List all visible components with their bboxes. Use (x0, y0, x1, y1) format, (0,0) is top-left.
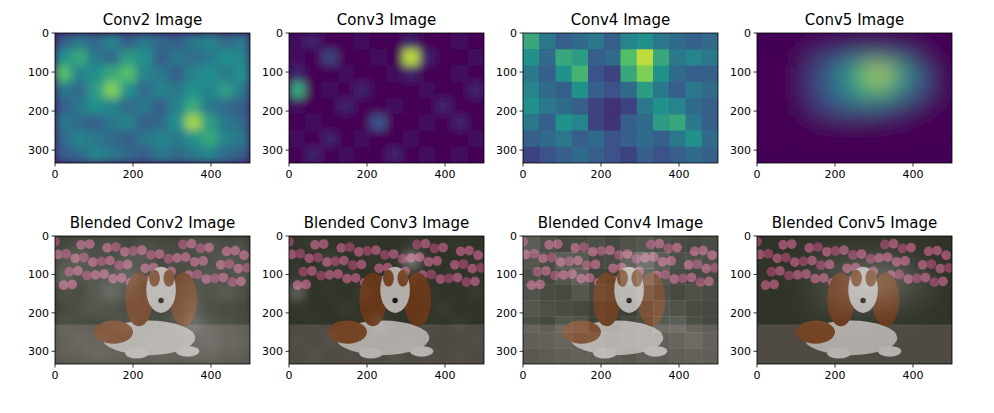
svg-text:100: 100 (730, 268, 751, 281)
svg-text:200: 200 (730, 105, 751, 118)
svg-text:200: 200 (825, 369, 846, 382)
svg-text:0: 0 (286, 168, 293, 181)
svg-text:0: 0 (510, 230, 517, 243)
svg-text:200: 200 (28, 105, 49, 118)
svg-text:100: 100 (28, 66, 49, 79)
svg-text:Blended Conv3 Image: Blended Conv3 Image (304, 214, 470, 232)
svg-text:100: 100 (262, 268, 283, 281)
svg-text:400: 400 (201, 168, 222, 181)
svg-text:200: 200 (496, 105, 517, 118)
svg-text:0: 0 (520, 369, 527, 382)
svg-text:0: 0 (52, 369, 59, 382)
svg-text:200: 200 (357, 369, 378, 382)
svg-text:300: 300 (496, 144, 517, 157)
svg-text:0: 0 (52, 168, 59, 181)
svg-text:0: 0 (276, 230, 283, 243)
svg-text:300: 300 (730, 345, 751, 358)
svg-text:400: 400 (669, 369, 690, 382)
svg-text:200: 200 (357, 168, 378, 181)
svg-text:400: 400 (435, 168, 456, 181)
svg-text:400: 400 (903, 168, 924, 181)
svg-text:400: 400 (903, 369, 924, 382)
svg-text:200: 200 (123, 369, 144, 382)
svg-text:300: 300 (730, 144, 751, 157)
svg-text:Conv2 Image: Conv2 Image (103, 11, 202, 29)
svg-text:200: 200 (28, 307, 49, 320)
svg-text:200: 200 (496, 307, 517, 320)
svg-text:0: 0 (276, 27, 283, 40)
svg-text:400: 400 (201, 369, 222, 382)
svg-text:200: 200 (591, 168, 612, 181)
svg-text:0: 0 (286, 369, 293, 382)
svg-text:200: 200 (730, 307, 751, 320)
svg-text:200: 200 (591, 369, 612, 382)
svg-text:300: 300 (262, 144, 283, 157)
svg-text:400: 400 (435, 369, 456, 382)
svg-text:0: 0 (42, 230, 49, 243)
svg-text:200: 200 (262, 105, 283, 118)
svg-text:200: 200 (262, 307, 283, 320)
svg-text:0: 0 (754, 168, 761, 181)
svg-text:0: 0 (744, 27, 751, 40)
svg-text:300: 300 (262, 345, 283, 358)
svg-text:Conv4 Image: Conv4 Image (571, 11, 670, 29)
svg-text:0: 0 (754, 369, 761, 382)
svg-text:Blended Conv5 Image: Blended Conv5 Image (772, 214, 938, 232)
svg-text:200: 200 (123, 168, 144, 181)
svg-text:300: 300 (496, 345, 517, 358)
svg-text:300: 300 (28, 144, 49, 157)
svg-text:Conv3 Image: Conv3 Image (337, 11, 436, 29)
svg-text:100: 100 (262, 66, 283, 79)
svg-text:Blended Conv4 Image: Blended Conv4 Image (538, 214, 704, 232)
svg-text:0: 0 (744, 230, 751, 243)
svg-text:400: 400 (669, 168, 690, 181)
svg-text:100: 100 (496, 66, 517, 79)
svg-text:Blended Conv2 Image: Blended Conv2 Image (70, 214, 236, 232)
svg-text:0: 0 (520, 168, 527, 181)
svg-text:0: 0 (510, 27, 517, 40)
svg-text:100: 100 (28, 268, 49, 281)
svg-text:100: 100 (730, 66, 751, 79)
svg-text:300: 300 (28, 345, 49, 358)
svg-text:0: 0 (42, 27, 49, 40)
svg-text:200: 200 (825, 168, 846, 181)
svg-text:Conv5 Image: Conv5 Image (805, 11, 904, 29)
svg-text:100: 100 (496, 268, 517, 281)
